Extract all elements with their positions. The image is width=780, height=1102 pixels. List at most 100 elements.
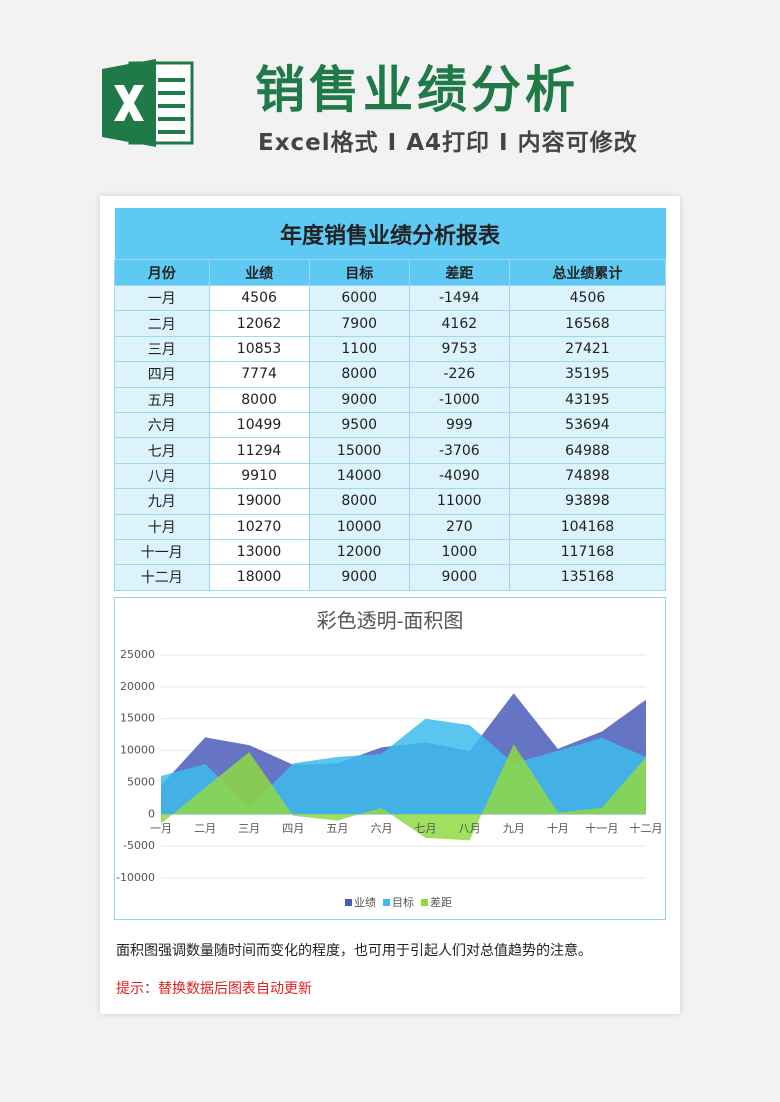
header-subtitle: Excel格式 I A4打印 I 内容可修改 — [258, 130, 638, 156]
table-row: 六月 10499 9500 999 53694 — [114, 411, 667, 439]
icon-x — [114, 85, 144, 121]
value-cell: 7774 — [208, 361, 310, 388]
column-header: 业绩 — [208, 259, 310, 286]
table-row: 五月 8000 9000 -1000 43195 — [114, 386, 667, 413]
x-tick-label: 十二月 — [630, 821, 663, 835]
x-tick-label: 六月 — [370, 822, 392, 835]
header-title: 销售业绩分析 — [255, 61, 579, 119]
total-cell: 64988 — [508, 437, 667, 464]
value-cell: 10270 — [208, 513, 310, 540]
total-cell: 16568 — [508, 310, 667, 337]
y-tick-label: 25000 — [120, 648, 155, 661]
value-cell: 12000 — [308, 538, 410, 566]
value-cell: 19000 — [208, 488, 310, 515]
total-cell: 93898 — [508, 488, 667, 515]
value-cell: -1494 — [408, 284, 510, 312]
column-header: 目标 — [308, 259, 410, 286]
value-cell: 1100 — [308, 335, 410, 363]
x-tick-label: 四月 — [282, 822, 304, 835]
x-tick-label: 十月 — [547, 821, 569, 835]
total-cell: 43195 — [508, 386, 667, 413]
y-tick-label: 10000 — [120, 744, 155, 757]
value-cell: 4506 — [208, 284, 310, 312]
value-cell: 13000 — [208, 538, 310, 566]
legend-label: 业绩 — [354, 896, 376, 909]
month-cell: 九月 — [114, 488, 210, 515]
table-row: 九月 19000 8000 11000 93898 — [114, 488, 667, 515]
sales-table: 年度销售业绩分析报表 月份 业绩 目标 差距 总业绩累计 一月 4506 6000 -1494 45… — [114, 208, 667, 591]
value-cell: 15000 — [308, 437, 410, 464]
value-cell: 4162 — [408, 310, 510, 337]
month-cell: 一月 — [114, 284, 210, 312]
month-cell: 四月 — [114, 361, 210, 388]
y-tick-label: 20000 — [120, 680, 155, 693]
value-cell: -3706 — [408, 437, 510, 464]
value-cell: -226 — [408, 361, 510, 388]
month-cell: 十一月 — [114, 538, 210, 566]
tip: 提示：替换数据后图表自动更新 — [116, 981, 312, 997]
column-header: 差距 — [408, 259, 510, 286]
table-row: 七月 11294 15000 -3706 64988 — [114, 437, 667, 464]
note: 面积图强调数量随时间而变化的程度，也可用于引起人们对总值趋势的注意。 — [116, 943, 592, 959]
x-tick-label: 十一月 — [585, 821, 618, 835]
value-cell: 7900 — [308, 310, 410, 337]
value-cell: -4090 — [408, 462, 510, 490]
value-cell: -1000 — [408, 386, 510, 413]
legend-label: 目标 — [392, 895, 414, 909]
month-cell: 三月 — [114, 335, 210, 363]
y-tick-label: 15000 — [120, 712, 155, 725]
month-cell: 五月 — [114, 386, 210, 413]
table-row: 十月 10270 10000 270 104168 — [114, 513, 667, 540]
x-tick-label: 七月 — [415, 822, 437, 835]
table-row: 年度销售业绩分析报表 — [114, 208, 666, 260]
value-cell: 10499 — [208, 411, 310, 439]
total-cell: 135168 — [508, 564, 667, 591]
total-cell: 74898 — [508, 462, 667, 490]
chart-title: 彩色透明-面积图 — [317, 609, 464, 633]
month-cell: 七月 — [114, 437, 210, 464]
value-cell: 8000 — [308, 488, 410, 515]
month-cell: 二月 — [114, 310, 210, 337]
column-header: 总业绩累计 — [508, 259, 667, 286]
month-cell: 十二月 — [114, 564, 210, 591]
table-row: 一月 4506 6000 -1494 4506 — [114, 284, 667, 312]
y-tick-label: 0 — [148, 807, 155, 820]
value-cell: 9000 — [308, 564, 410, 591]
value-cell: 9000 — [408, 564, 510, 591]
table-title: 年度销售业绩分析报表 — [114, 208, 666, 260]
table-row: 二月 12062 7900 4162 16568 — [114, 310, 667, 337]
x-tick-label: 三月 — [238, 822, 260, 835]
icon-lines — [158, 78, 185, 134]
value-cell: 11000 — [408, 488, 510, 515]
month-cell: 八月 — [114, 462, 210, 490]
value-cell: 10853 — [208, 335, 310, 363]
month-cell: 十月 — [114, 513, 210, 540]
column-header: 月份 — [114, 259, 210, 286]
x-tick-label: 九月 — [503, 822, 525, 835]
legend-swatch — [345, 899, 352, 906]
value-cell: 9000 — [308, 386, 410, 413]
value-cell: 9753 — [408, 335, 510, 363]
x-tick-label: 一月 — [150, 822, 172, 835]
y-tick-label: -10000 — [116, 871, 155, 884]
value-cell: 999 — [408, 411, 510, 439]
total-cell: 4506 — [508, 284, 667, 312]
table-row: 月份 业绩 目标 差距 总业绩累计 — [114, 259, 667, 286]
chart-box: 彩色透明-面积图 -10000 -5000 0 5000 10000 15000 20000… — [114, 597, 666, 920]
legend-swatch — [383, 899, 390, 906]
value-cell: 12062 — [208, 310, 310, 337]
total-cell: 35195 — [508, 361, 667, 388]
value-cell: 11294 — [208, 437, 310, 464]
x-tick-label: 八月 — [459, 822, 481, 835]
y-tick-label: 5000 — [127, 775, 155, 788]
value-cell: 14000 — [308, 462, 410, 490]
x-tick-label: 二月 — [194, 822, 216, 835]
value-cell: 9500 — [308, 411, 410, 439]
value-cell: 18000 — [208, 564, 310, 591]
x-tick-label: 五月 — [326, 822, 348, 835]
value-cell: 6000 — [308, 284, 410, 312]
value-cell: 270 — [408, 513, 510, 540]
total-cell: 104168 — [508, 513, 667, 540]
legend-label: 差距 — [430, 895, 452, 909]
